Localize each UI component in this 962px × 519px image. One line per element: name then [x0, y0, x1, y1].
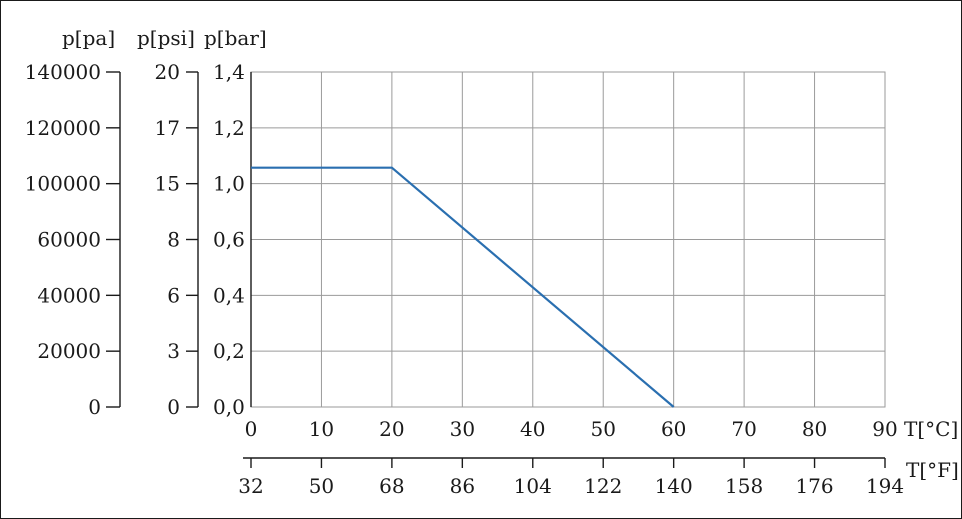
- fahrenheit-tick-label: 32: [238, 474, 263, 498]
- celsius-tick-label: 70: [731, 417, 756, 441]
- fahrenheit-tick-label: 140: [655, 474, 693, 498]
- celsius-tick-label: 80: [802, 417, 827, 441]
- psi-tick-label: 6: [167, 283, 180, 307]
- celsius-tick-label: 90: [872, 417, 897, 441]
- pa-tick-label: 40000: [37, 283, 101, 307]
- celsius-axis-title: T[°C]: [904, 417, 958, 441]
- bar-tick-label: 1,0: [213, 172, 245, 196]
- celsius-tick-label: 60: [661, 417, 686, 441]
- celsius-tick-label: 40: [520, 417, 545, 441]
- fahrenheit-tick-label: 86: [450, 474, 475, 498]
- bar-tick-label: 0,6: [213, 228, 245, 252]
- bar-axis-title: p[bar]: [204, 26, 267, 50]
- celsius-tick-label: 10: [309, 417, 334, 441]
- fahrenheit-tick-label: 176: [795, 474, 833, 498]
- fahrenheit-tick-label: 68: [379, 474, 404, 498]
- pa-tick-label: 140000: [25, 60, 101, 84]
- pa-tick-label: 120000: [25, 116, 101, 140]
- fahrenheit-axis-title: T[°F]: [906, 458, 959, 482]
- bar-tick-label: 0,4: [213, 283, 245, 307]
- pa-tick-label: 20000: [37, 339, 101, 363]
- fahrenheit-tick-label: 122: [584, 474, 622, 498]
- psi-tick-label: 20: [155, 60, 180, 84]
- fahrenheit-tick-label: 104: [514, 474, 552, 498]
- celsius-tick-label: 50: [590, 417, 615, 441]
- pa-axis-title: p[pa]: [62, 26, 115, 50]
- fahrenheit-tick-label: 194: [866, 474, 904, 498]
- fahrenheit-tick-label: 158: [725, 474, 763, 498]
- bar-tick-label: 0,0: [213, 395, 245, 419]
- bar-tick-label: 0,2: [213, 339, 245, 363]
- pressure-limit-line: [251, 166, 675, 408]
- psi-tick-label: 8: [167, 228, 180, 252]
- bar-tick-label: 1,4: [213, 60, 245, 84]
- psi-tick-label: 3: [167, 339, 180, 363]
- psi-tick-label: 0: [167, 395, 180, 419]
- pa-tick-label: 60000: [37, 228, 101, 252]
- celsius-tick-label: 30: [450, 417, 475, 441]
- psi-tick-label: 15: [155, 172, 180, 196]
- bar-tick-label: 1,2: [213, 116, 245, 140]
- psi-tick-label: 17: [155, 116, 180, 140]
- psi-axis-title: p[psi]: [137, 26, 195, 50]
- fahrenheit-tick-label: 50: [309, 474, 334, 498]
- pa-tick-label: 100000: [25, 172, 101, 196]
- celsius-tick-label: 0: [245, 417, 258, 441]
- celsius-tick-label: 20: [379, 417, 404, 441]
- pa-tick-label: 0: [88, 395, 101, 419]
